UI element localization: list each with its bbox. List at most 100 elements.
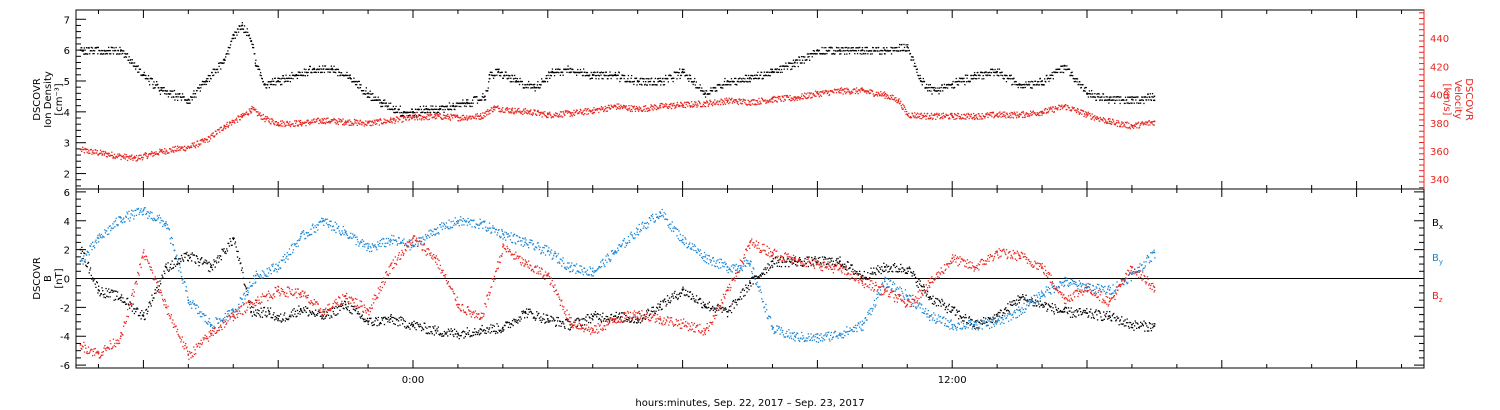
density-series-point bbox=[330, 68, 332, 70]
velocity-series-point bbox=[1020, 113, 1022, 116]
bx-series-point bbox=[87, 262, 89, 264]
bx-series-point bbox=[98, 290, 100, 292]
bx-series-point bbox=[451, 330, 453, 333]
velocity-series-point bbox=[214, 135, 216, 137]
velocity-series-point bbox=[794, 98, 797, 100]
velocity-series-value-point bbox=[412, 116, 414, 118]
velocity-series-point bbox=[573, 114, 576, 116]
bx-series-point bbox=[190, 253, 192, 255]
velocity-series-value-point bbox=[241, 114, 244, 117]
velocity-series-point bbox=[869, 92, 872, 94]
density-series-point bbox=[380, 105, 383, 108]
velocity-series-point bbox=[796, 99, 798, 101]
bx-series-point bbox=[121, 301, 123, 303]
bx-series-point bbox=[265, 311, 267, 313]
density-series-point bbox=[661, 81, 663, 83]
density-series-point bbox=[883, 47, 885, 49]
bx-series-point bbox=[83, 252, 86, 255]
velocity-series-point bbox=[518, 107, 520, 110]
velocity-series-point bbox=[1146, 121, 1148, 123]
density-series-value-point bbox=[452, 104, 455, 107]
bx-series-point bbox=[334, 314, 336, 316]
density-series-point bbox=[1144, 96, 1147, 98]
density-series-value-point bbox=[771, 70, 774, 73]
velocity-series-point bbox=[1082, 109, 1084, 112]
velocity-series-point bbox=[873, 95, 875, 97]
velocity-series-point bbox=[524, 110, 526, 112]
velocity-series-point bbox=[317, 117, 319, 119]
bx-series-point bbox=[404, 320, 406, 323]
velocity-series-point bbox=[153, 151, 156, 154]
density-series-point bbox=[438, 111, 440, 114]
velocity-series-point bbox=[266, 116, 268, 118]
density-series-point bbox=[892, 47, 894, 49]
velocity-series-point bbox=[629, 110, 632, 113]
velocity-series-point bbox=[145, 152, 147, 155]
velocity-series-point bbox=[1124, 125, 1126, 128]
density-series-point bbox=[610, 77, 612, 80]
velocity-series-point bbox=[459, 117, 461, 119]
velocity-series-point bbox=[307, 119, 309, 121]
velocity-series-point bbox=[766, 100, 769, 102]
density-series-point bbox=[377, 99, 379, 101]
velocity-series-value-point bbox=[636, 107, 639, 110]
velocity-series-point bbox=[1094, 115, 1096, 117]
density-series-point bbox=[200, 87, 202, 89]
velocity-series-point bbox=[745, 103, 747, 105]
density-series-point bbox=[110, 53, 112, 55]
density-series-point bbox=[1036, 83, 1038, 86]
velocity-series-point bbox=[730, 99, 732, 101]
velocity-series-point bbox=[99, 152, 101, 154]
velocity-series-point bbox=[1110, 121, 1112, 123]
velocity-series-point bbox=[83, 148, 85, 151]
density-series-point bbox=[518, 81, 520, 83]
density-series-point bbox=[266, 87, 268, 89]
velocity-series-point bbox=[605, 107, 607, 110]
velocity-series-point bbox=[343, 123, 345, 125]
velocity-series-point bbox=[982, 118, 984, 120]
density-series-point bbox=[1126, 99, 1128, 101]
density-series-point bbox=[1124, 96, 1127, 98]
density-series-point bbox=[101, 49, 103, 52]
velocity-series-point bbox=[1121, 121, 1123, 123]
bx-series-point bbox=[231, 244, 233, 246]
density-series-point bbox=[711, 90, 714, 92]
bx-series-point bbox=[125, 303, 127, 305]
velocity-series-point bbox=[464, 117, 466, 119]
density-series-point bbox=[541, 78, 543, 80]
velocity-series-point bbox=[748, 103, 750, 105]
bx-series-point bbox=[330, 315, 332, 317]
velocity-series-point bbox=[91, 151, 94, 153]
density-series-point bbox=[119, 46, 121, 49]
density-series-point bbox=[180, 96, 182, 98]
velocity-series-point bbox=[163, 152, 165, 155]
velocity-series-point bbox=[289, 125, 291, 128]
velocity-series-point bbox=[1039, 114, 1041, 117]
velocity-series-point bbox=[240, 113, 242, 116]
velocity-series-point bbox=[694, 103, 696, 105]
velocity-series-point bbox=[690, 105, 692, 107]
velocity-series-point bbox=[968, 113, 970, 116]
density-series-point bbox=[915, 68, 917, 71]
density-series-point bbox=[424, 112, 426, 114]
velocity-series-point bbox=[930, 112, 933, 115]
bx-series-point bbox=[282, 318, 284, 320]
velocity-series-point bbox=[746, 104, 749, 106]
velocity-series-point bbox=[197, 140, 199, 142]
velocity-series-point bbox=[740, 99, 742, 101]
velocity-series-point bbox=[999, 113, 1002, 115]
density-series-point bbox=[384, 99, 386, 101]
density-series-point bbox=[426, 111, 428, 113]
density-series-value-point bbox=[254, 64, 257, 67]
velocity-series-point bbox=[183, 149, 185, 151]
density-series-point bbox=[446, 105, 448, 107]
density-series-point bbox=[964, 84, 966, 86]
density-series-point bbox=[499, 72, 501, 74]
velocity-series-point bbox=[643, 108, 645, 110]
velocity-series-point bbox=[1139, 124, 1141, 126]
velocity-series-point bbox=[800, 95, 803, 97]
velocity-series-point bbox=[1007, 116, 1010, 118]
velocity-series-point bbox=[1109, 118, 1111, 120]
density-series-point bbox=[1127, 96, 1129, 98]
density-series-point bbox=[366, 93, 368, 95]
